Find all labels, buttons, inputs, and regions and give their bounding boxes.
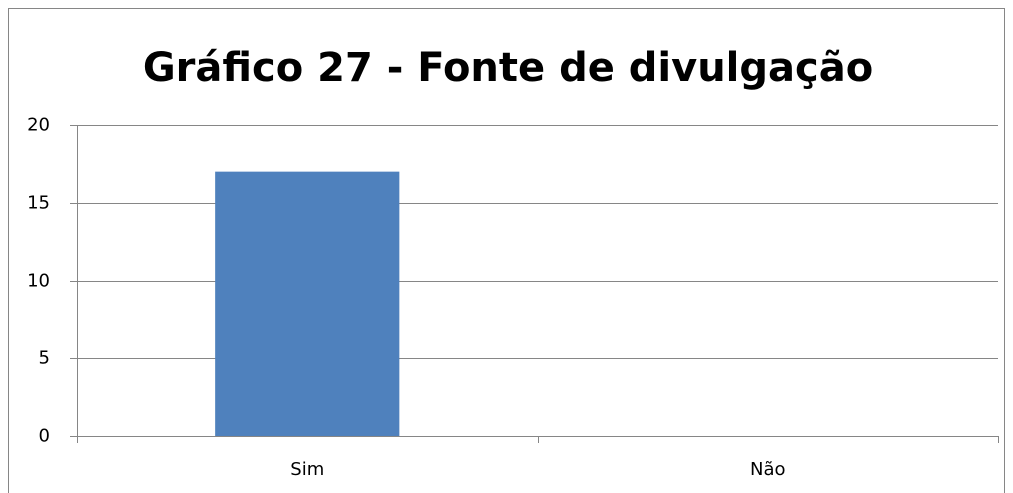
y-tick-label: 0 bbox=[39, 426, 50, 447]
y-tick-label: 20 bbox=[27, 115, 50, 136]
y-tick-label: 15 bbox=[27, 193, 50, 214]
chart-title: Gráfico 27 - Fonte de divulgação bbox=[143, 45, 873, 91]
bar bbox=[215, 171, 400, 436]
chart-border bbox=[8, 8, 1005, 493]
x-tick-label: Sim bbox=[290, 459, 324, 480]
x-tick-label: Não bbox=[750, 459, 786, 480]
y-tick-label: 5 bbox=[39, 348, 50, 369]
y-tick-label: 10 bbox=[27, 271, 50, 292]
